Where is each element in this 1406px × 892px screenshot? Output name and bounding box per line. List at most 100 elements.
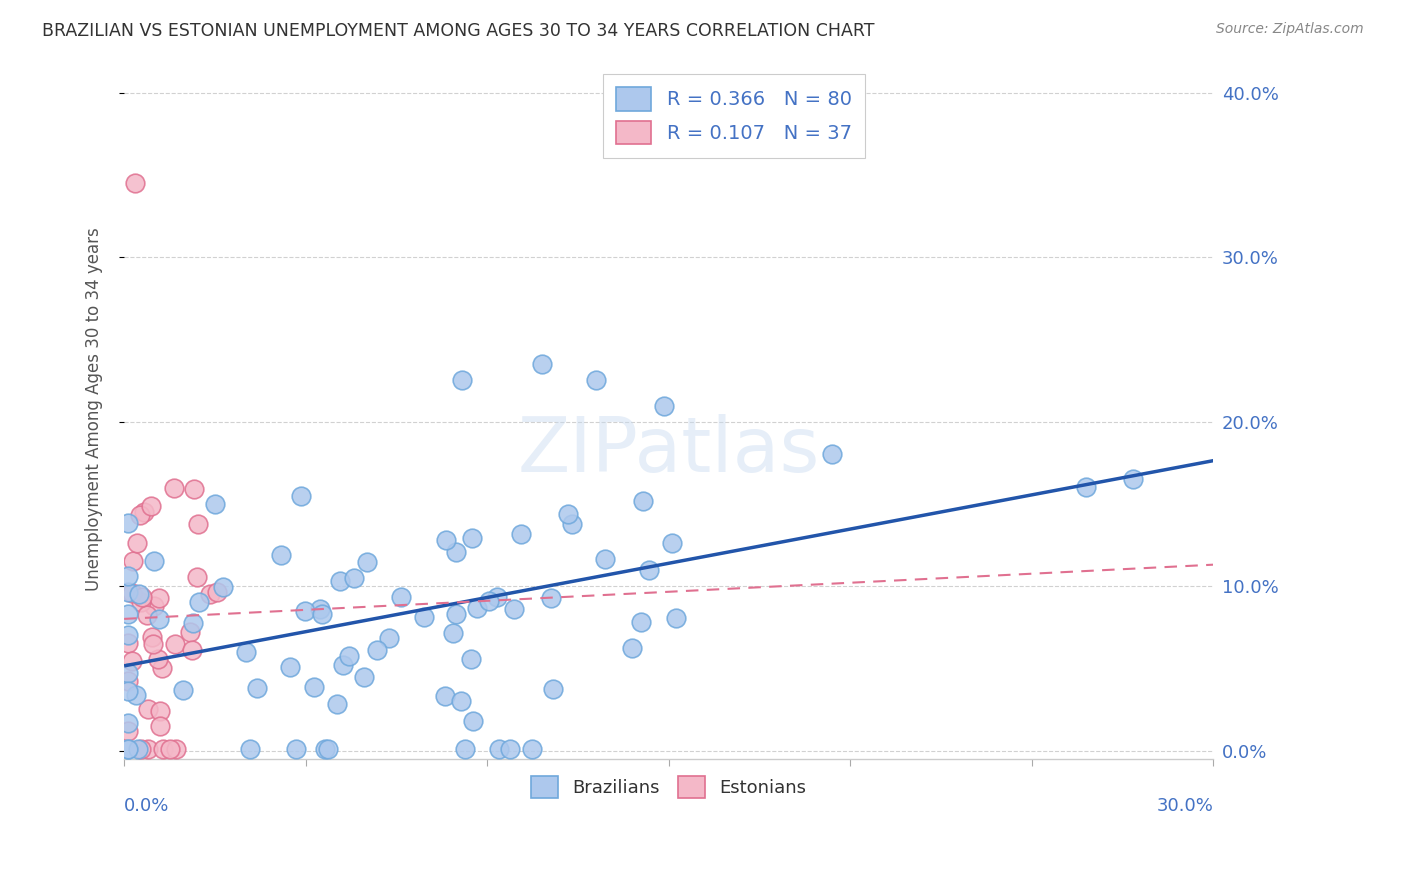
Point [486, 590, 509, 604]
Point [540, 591, 562, 606]
Point [159, 742, 181, 756]
Point [309, 602, 332, 616]
Point [165, 742, 187, 756]
Point [117, 569, 139, 583]
Text: Source: ZipAtlas.com: Source: ZipAtlas.com [1216, 22, 1364, 37]
Point [412, 610, 434, 624]
Point [148, 591, 170, 606]
Point [152, 742, 174, 756]
Point [172, 683, 194, 698]
Point [129, 508, 152, 522]
Point [342, 571, 364, 585]
Point [337, 648, 360, 663]
Point [1122, 472, 1144, 486]
Point [478, 594, 501, 608]
Point [117, 607, 139, 622]
Point [465, 600, 488, 615]
Point [131, 590, 153, 604]
Point [186, 516, 208, 531]
Point [630, 615, 652, 629]
Point [389, 591, 412, 605]
Point [117, 516, 139, 530]
Point [136, 702, 159, 716]
Point [186, 570, 208, 584]
Point [509, 527, 531, 541]
Text: ZIPatlas: ZIPatlas [517, 414, 820, 488]
Point [148, 612, 170, 626]
Point [246, 681, 269, 695]
Point [290, 489, 312, 503]
Point [239, 742, 262, 756]
Point [117, 715, 139, 730]
Point [661, 536, 683, 550]
Point [117, 683, 139, 698]
Point [128, 587, 150, 601]
Point [353, 670, 375, 684]
Point [129, 742, 152, 756]
Point [633, 494, 655, 508]
Point [235, 645, 257, 659]
Point [541, 681, 564, 696]
Point [593, 552, 616, 566]
Point [183, 483, 205, 497]
Point [433, 690, 456, 704]
Point [117, 742, 139, 756]
Point [329, 574, 352, 588]
Point [498, 742, 520, 756]
Point [117, 723, 139, 738]
Y-axis label: Unemployment Among Ages 30 to 34 years: Unemployment Among Ages 30 to 34 years [86, 227, 103, 591]
Point [142, 599, 165, 614]
Point [284, 742, 307, 756]
Point [134, 505, 156, 519]
Point [441, 625, 464, 640]
Point [117, 585, 139, 599]
Point [124, 176, 146, 190]
Point [444, 607, 467, 621]
Point [585, 373, 607, 387]
Point [212, 580, 235, 594]
Point [181, 616, 204, 631]
Point [117, 636, 139, 650]
Point [270, 549, 292, 563]
Point [450, 373, 472, 387]
Point [311, 607, 333, 621]
Point [461, 714, 484, 729]
Point [136, 607, 159, 622]
Point [117, 674, 139, 689]
Point [530, 357, 553, 371]
Point [378, 631, 401, 645]
Point [454, 742, 477, 756]
Point [316, 742, 339, 756]
Point [356, 555, 378, 569]
Point [139, 500, 162, 514]
Point [136, 742, 159, 756]
Text: 0.0%: 0.0% [124, 797, 170, 815]
Text: BRAZILIAN VS ESTONIAN UNEMPLOYMENT AMONG AGES 30 TO 34 YEARS CORRELATION CHART: BRAZILIAN VS ESTONIAN UNEMPLOYMENT AMONG… [42, 22, 875, 40]
Point [117, 742, 139, 756]
Point [121, 654, 143, 668]
Point [561, 517, 583, 532]
Point [1076, 480, 1098, 494]
Point [127, 742, 149, 756]
Point [125, 689, 148, 703]
Point [821, 447, 844, 461]
Point [198, 587, 221, 601]
Point [621, 640, 644, 655]
Point [121, 585, 143, 599]
Point [181, 642, 204, 657]
Point [444, 545, 467, 559]
Point [278, 659, 301, 673]
Point [127, 536, 149, 550]
Point [332, 658, 354, 673]
Point [557, 507, 579, 521]
Point [366, 643, 388, 657]
Point [149, 719, 172, 733]
Point [204, 497, 226, 511]
Point [117, 628, 139, 642]
Point [434, 533, 457, 547]
Point [129, 595, 152, 609]
Point [187, 594, 209, 608]
Point [146, 651, 169, 665]
Point [652, 399, 675, 413]
Point [665, 611, 688, 625]
